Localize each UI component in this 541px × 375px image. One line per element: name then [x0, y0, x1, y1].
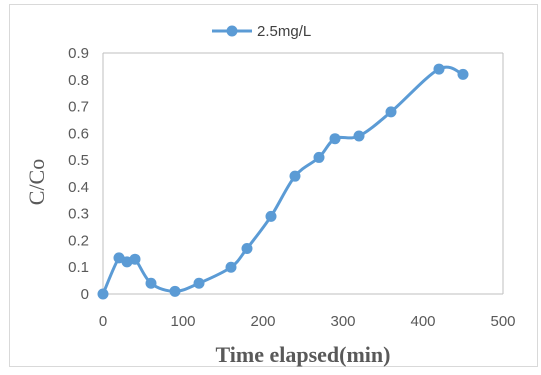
data-point: [193, 277, 205, 289]
x-tick-label: 500: [490, 313, 515, 330]
x-axis-title: Time elapsed(min): [216, 342, 391, 367]
x-tick-label: 300: [330, 313, 355, 330]
data-point: [145, 277, 157, 289]
y-tick-label: 0.4: [68, 179, 89, 196]
data-point: [241, 242, 253, 254]
data-point: [97, 288, 109, 300]
legend: 2.5mg/L: [212, 23, 311, 40]
data-point: [313, 151, 325, 163]
y-tick-label: 0.6: [68, 125, 89, 142]
y-tick-label: 0.8: [68, 72, 89, 89]
y-tick-label: 0.2: [68, 232, 89, 249]
y-tick-label: 0.5: [68, 152, 89, 169]
y-tick-label: 0.3: [68, 206, 89, 223]
x-tick-labels: 0 100 200 300 400 500: [99, 313, 516, 330]
y-tick-label: 0.1: [68, 259, 89, 276]
figure-border: [9, 4, 538, 367]
data-point: [265, 210, 277, 222]
data-point: [353, 130, 365, 142]
data-point: [289, 170, 301, 182]
y-axis-title: C/Co: [24, 159, 49, 205]
series-layer: [97, 63, 469, 300]
legend-marker: [226, 25, 238, 37]
data-point: [329, 133, 341, 145]
data-point: [433, 63, 445, 75]
y-tick-labels: 0 0.1 0.2 0.3 0.4 0.5 0.6 0.7 0.8 0.9: [68, 45, 89, 303]
x-tick-label: 0: [99, 313, 107, 330]
legend-label: 2.5mg/L: [257, 23, 311, 40]
x-tick-label: 100: [170, 313, 195, 330]
x-tick-label: 400: [410, 313, 435, 330]
data-point: [129, 253, 141, 265]
data-point: [385, 106, 397, 118]
data-point: [169, 285, 181, 297]
y-tick-label: 0: [81, 286, 89, 303]
data-point: [457, 68, 469, 80]
data-point: [225, 261, 237, 273]
y-tick-label: 0.9: [68, 45, 89, 62]
y-tick-label: 0.7: [68, 99, 89, 116]
x-tick-label: 200: [250, 313, 275, 330]
